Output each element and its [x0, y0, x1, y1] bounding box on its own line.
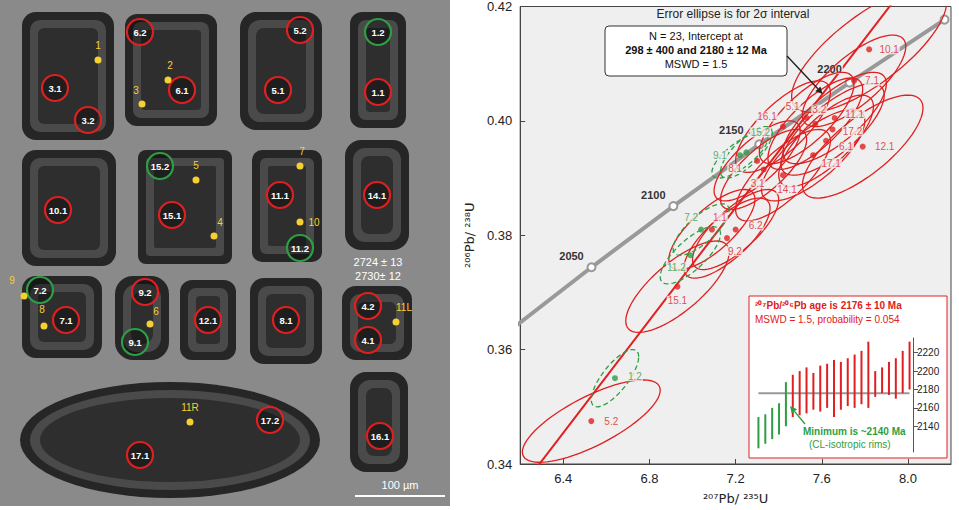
- svg-text:5.2: 5.2: [604, 416, 618, 427]
- svg-text:9.2: 9.2: [728, 246, 742, 257]
- svg-text:9: 9: [9, 275, 15, 286]
- svg-text:2140: 2140: [917, 421, 940, 432]
- svg-text:2730± 12: 2730± 12: [355, 270, 401, 282]
- svg-text:11L: 11L: [396, 302, 412, 313]
- svg-text:14.1: 14.1: [777, 184, 797, 195]
- svg-text:8.1: 8.1: [728, 163, 742, 174]
- svg-text:2724 ± 13: 2724 ± 13: [354, 256, 403, 268]
- svg-text:8: 8: [39, 304, 45, 315]
- svg-text:(CL-isotropic rims): (CL-isotropic rims): [809, 439, 891, 450]
- svg-text:7.2: 7.2: [727, 471, 745, 486]
- svg-text:3.2: 3.2: [81, 115, 94, 126]
- svg-text:2050: 2050: [559, 250, 583, 262]
- svg-text:6.2: 6.2: [133, 27, 146, 38]
- svg-text:6.1: 6.1: [175, 85, 189, 96]
- svg-text:10.1: 10.1: [49, 205, 68, 216]
- svg-text:7.2: 7.2: [33, 285, 46, 296]
- svg-text:2200: 2200: [817, 62, 842, 75]
- svg-text:6: 6: [153, 306, 159, 317]
- svg-text:2100: 2100: [641, 189, 665, 201]
- svg-text:17.2: 17.2: [261, 415, 280, 426]
- svg-text:6.8: 6.8: [640, 471, 658, 486]
- svg-text:5.2: 5.2: [293, 25, 306, 36]
- svg-text:1: 1: [95, 40, 101, 51]
- svg-text:Error ellipse is for 2σ interv: Error ellipse is for 2σ interval: [657, 7, 810, 21]
- svg-text:11.1: 11.1: [845, 109, 864, 120]
- svg-text:11R: 11R: [181, 402, 199, 413]
- svg-text:MSWD = 1.5, probability = 0.05: MSWD = 1.5, probability = 0.054: [755, 314, 900, 325]
- svg-text:17.1: 17.1: [131, 450, 150, 461]
- svg-text:MSWD = 1.5: MSWD = 1.5: [665, 58, 728, 70]
- svg-text:7: 7: [299, 146, 305, 157]
- svg-text:14.1: 14.1: [368, 190, 387, 201]
- svg-text:4.1: 4.1: [361, 335, 375, 346]
- svg-text:9.1: 9.1: [713, 150, 727, 161]
- svg-text:5.1: 5.1: [786, 101, 800, 112]
- svg-text:4: 4: [217, 217, 223, 228]
- svg-text:16.1: 16.1: [757, 111, 777, 122]
- svg-text:6.2: 6.2: [749, 220, 763, 231]
- svg-text:0.36: 0.36: [487, 342, 512, 357]
- svg-text:7.2: 7.2: [684, 212, 698, 223]
- svg-text:2200: 2200: [917, 366, 940, 377]
- svg-text:2180: 2180: [917, 384, 940, 395]
- svg-text:8.0: 8.0: [899, 471, 917, 486]
- svg-text:16.1: 16.1: [371, 431, 390, 442]
- svg-text:7.1: 7.1: [59, 315, 73, 326]
- svg-text:10.1: 10.1: [879, 44, 899, 55]
- svg-text:3.2: 3.2: [812, 104, 826, 115]
- svg-text:3: 3: [133, 85, 139, 96]
- svg-text:0.38: 0.38: [487, 228, 512, 243]
- svg-text:1.1: 1.1: [713, 212, 727, 223]
- svg-text:100 µm: 100 µm: [382, 479, 419, 491]
- svg-text:2220: 2220: [917, 347, 940, 358]
- svg-text:Minimum is ~2140 Ma: Minimum is ~2140 Ma: [803, 426, 906, 437]
- svg-text:15.2: 15.2: [151, 161, 170, 172]
- svg-text:3.1: 3.1: [751, 178, 765, 189]
- svg-text:298 ± 400 and 2180 ± 12 Ma: 298 ± 400 and 2180 ± 12 Ma: [625, 44, 768, 56]
- svg-text:0.40: 0.40: [487, 113, 512, 128]
- svg-text:0.34: 0.34: [487, 457, 512, 472]
- svg-text:5.1: 5.1: [271, 85, 285, 96]
- svg-text:1.2: 1.2: [628, 371, 642, 382]
- svg-text:²⁰⁷Pb/²⁰⁶Pb age is 2176 ± 10 M: ²⁰⁷Pb/²⁰⁶Pb age is 2176 ± 10 Ma: [755, 300, 902, 311]
- svg-text:11.2: 11.2: [291, 243, 309, 254]
- svg-text:2: 2: [167, 60, 173, 71]
- svg-text:2160: 2160: [917, 402, 940, 413]
- svg-text:15.1: 15.1: [668, 295, 688, 306]
- svg-text:6.4: 6.4: [554, 471, 572, 486]
- svg-text:9.2: 9.2: [138, 287, 151, 298]
- svg-text:1.1: 1.1: [371, 87, 385, 98]
- svg-text:2150: 2150: [719, 124, 743, 136]
- svg-text:17.1: 17.1: [821, 158, 841, 169]
- svg-text:9.1: 9.1: [128, 337, 142, 348]
- svg-text:6.1: 6.1: [839, 141, 853, 152]
- svg-text:11.2: 11.2: [667, 262, 686, 273]
- svg-text:15.1: 15.1: [163, 210, 182, 221]
- svg-text:5: 5: [193, 160, 199, 171]
- svg-text:1.2: 1.2: [371, 27, 384, 38]
- svg-text:11.1: 11.1: [271, 190, 290, 201]
- svg-text:8.1: 8.1: [279, 315, 293, 326]
- svg-text:12.1: 12.1: [875, 141, 895, 152]
- svg-text:7.6: 7.6: [813, 471, 831, 486]
- svg-text:0.42: 0.42: [487, 0, 512, 14]
- svg-text:17.2: 17.2: [843, 126, 863, 137]
- svg-text:²⁰⁶Pb/ ²³⁸U: ²⁰⁶Pb/ ²³⁸U: [462, 203, 477, 268]
- svg-text:10: 10: [308, 217, 320, 228]
- svg-text:7.1: 7.1: [865, 75, 879, 86]
- svg-text:15.2: 15.2: [751, 127, 771, 138]
- svg-text:N = 23, Intercept at: N = 23, Intercept at: [649, 30, 743, 42]
- svg-text:4.2: 4.2: [361, 301, 374, 312]
- svg-text:12.1: 12.1: [199, 315, 218, 326]
- svg-text:²⁰⁷Pb/ ²³⁵U: ²⁰⁷Pb/ ²³⁵U: [703, 491, 768, 506]
- svg-text:3.1: 3.1: [48, 83, 62, 94]
